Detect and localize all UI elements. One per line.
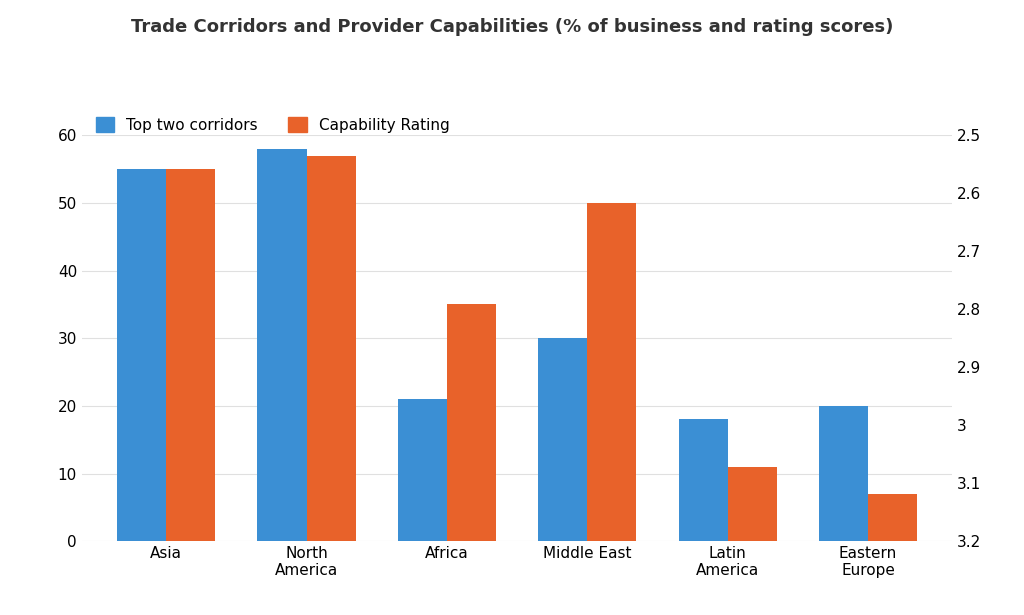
Bar [117, 169, 166, 541]
Bar [819, 406, 868, 541]
Bar [679, 419, 728, 541]
Legend: Top two corridors, Capability Rating: Top two corridors, Capability Rating [89, 111, 456, 138]
Bar [446, 304, 496, 541]
Text: Trade Corridors and Provider Capabilities (% of business and rating scores): Trade Corridors and Provider Capabilitie… [131, 18, 893, 36]
Bar [166, 169, 215, 541]
Bar [868, 494, 918, 541]
Bar [257, 149, 306, 541]
Bar [397, 399, 446, 541]
Bar [306, 156, 355, 541]
Bar [728, 467, 777, 541]
Bar [539, 338, 588, 541]
Bar [588, 203, 637, 541]
